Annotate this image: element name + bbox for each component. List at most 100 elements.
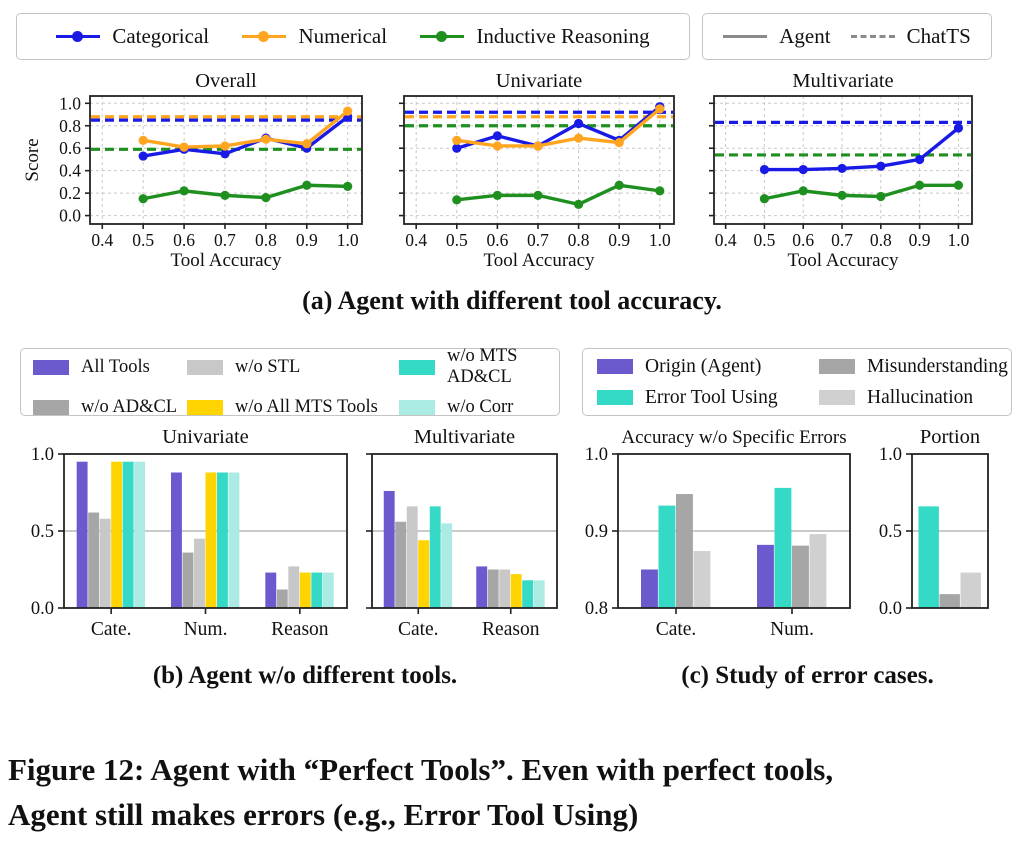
all-tools-swatch-icon <box>33 359 69 375</box>
bar-w/o Corr <box>322 572 334 608</box>
x-tick-label: 0.8 <box>870 230 892 250</box>
y-tick-label: 0.5 <box>879 522 902 542</box>
x-tick-label: 0.4 <box>91 230 113 250</box>
x-tick-label: 0.9 <box>608 230 630 250</box>
bar-w/o MTS AD&CL <box>522 580 534 608</box>
data-point <box>452 195 462 205</box>
bar-All Tools <box>265 572 277 608</box>
bar-Error Tool Using <box>774 487 792 608</box>
legend-tools: All Tools w/o STL w/o MTS AD&CL w/o AD&C… <box>20 346 560 418</box>
legend-item-misunderstanding: Misunderstanding <box>819 356 1008 378</box>
legend-label: ChatTS <box>906 24 971 48</box>
x-tick-label: 0.6 <box>792 230 814 250</box>
legend-label: All Tools <box>81 356 150 377</box>
y-tick-label: 0.0 <box>59 206 81 226</box>
x-tick-label: 0.9 <box>909 230 931 250</box>
legend-item-agent: Agent <box>723 24 831 49</box>
bar-w/o Corr <box>441 523 453 608</box>
caption-a: (a) Agent with different tool accuracy. <box>302 286 722 315</box>
data-point <box>220 149 230 159</box>
data-point <box>138 194 148 204</box>
y-tick-label: 0.9 <box>585 522 608 542</box>
bar-w/o MTS AD&CL <box>429 506 441 608</box>
legend-item-chatts: ChatTS <box>850 24 971 49</box>
solid-line-icon <box>723 35 768 38</box>
chart-title: Portion <box>920 426 980 448</box>
category-label: Reason <box>482 619 540 638</box>
bar-Error Tool Using <box>658 505 676 608</box>
chart-title: Multivariate <box>792 70 893 92</box>
multivariate-line-chart: 0.4 0.5 0.6 0.7 0.8 0.9 1.0 Multivariate Tool Ac… <box>702 70 992 275</box>
legend-errors: Origin (Agent) Misunderstanding Error To… <box>582 348 1012 416</box>
bar-Origin (Agent) <box>757 544 774 608</box>
category-label: Num. <box>184 619 228 638</box>
data-point <box>302 180 312 190</box>
bar-w/o STL <box>194 538 205 608</box>
x-tick-label: 0.4 <box>405 230 427 250</box>
legend-label: Error Tool Using <box>645 386 778 408</box>
data-point <box>138 151 148 161</box>
wo-all-mts-tools-swatch-icon <box>187 400 223 415</box>
bar-w/o STL <box>406 506 418 608</box>
legend-label: w/o All MTS Tools <box>235 397 378 417</box>
bar-All Tools <box>171 472 182 608</box>
data-point <box>138 135 148 145</box>
bar-All Tools <box>476 566 488 608</box>
univariate-bar-chart: Cate. Num. Reason 0.0 0.5 1.0 Univariate <box>12 424 352 643</box>
legend-label: Origin (Agent) <box>645 355 762 377</box>
category-label: Reason <box>271 619 329 638</box>
multivariate-line-svg: 0.4 0.5 0.6 0.7 0.8 0.9 1.0 Multivariate Tool Ac… <box>709 70 973 271</box>
legend-item-wo-all-mts-tools: w/o All MTS Tools <box>187 397 393 418</box>
data-point <box>655 186 665 196</box>
bar-Misunderstanding <box>676 494 693 608</box>
data-point <box>837 163 847 174</box>
bar-Misunderstanding <box>939 594 960 608</box>
chart-title: Accuracy w/o Specific Errors <box>621 427 846 448</box>
data-point <box>343 181 353 191</box>
portion-bars-svg: 0.0 0.5 1.0 Portion <box>879 426 989 619</box>
data-point <box>343 106 353 116</box>
legend-item-error-tool-using: Error Tool Using <box>597 387 813 409</box>
x-tick-label: 0.6 <box>486 230 508 250</box>
series-Inductive Reasoning <box>138 180 353 204</box>
plot-frame <box>713 95 973 225</box>
bar-All Tools <box>76 461 88 608</box>
bar-Hallucination <box>809 534 827 608</box>
error-tool-using-swatch-icon <box>597 390 633 405</box>
y-tick-label: 0.0 <box>31 599 54 619</box>
figure-caption-line2: Agent still makes errors (e.g., Error To… <box>8 796 639 832</box>
data-point <box>492 131 502 141</box>
bar-w/o All MTS Tools <box>510 574 522 608</box>
plot-frame <box>403 95 675 225</box>
data-point <box>261 134 271 144</box>
data-point <box>953 123 964 133</box>
category-label: Num. <box>770 619 814 638</box>
legend-item-wo-corr: w/o Corr <box>399 397 547 418</box>
data-point <box>953 180 964 190</box>
bar-w/o Corr <box>533 580 545 608</box>
bar-w/o All MTS Tools <box>299 572 311 608</box>
bar-charts-row: Cate. Num. Reason 0.0 0.5 1.0 Univariate Cate.… <box>0 424 1024 642</box>
data-point <box>179 186 189 196</box>
legend-label: Agent <box>779 24 831 48</box>
data-point <box>492 190 502 200</box>
legend-item-hallucination: Hallucination <box>819 387 1008 409</box>
origin-agent-swatch-icon <box>597 359 633 374</box>
series-Inductive Reasoning <box>759 180 964 204</box>
y-tick-label: 1.0 <box>879 445 902 465</box>
legend-label: Numerical <box>298 24 388 48</box>
x-axis-label: Tool Accuracy <box>483 250 595 270</box>
figure-caption-line1: Figure 12: Agent with “Perfect Tools”. E… <box>8 752 834 787</box>
data-point <box>915 180 925 190</box>
wo-mts-adcl-swatch-icon <box>399 359 435 375</box>
bar-w/o AD&CL <box>88 512 100 608</box>
y-axis-label: Score <box>24 138 43 181</box>
x-tick-label: 0.7 <box>831 230 853 250</box>
univariate-bars-svg: Cate. Num. Reason 0.0 0.5 1.0 Univariate <box>31 426 348 640</box>
overall-line-chart: 0.4 0.5 0.6 0.7 0.8 0.9 1.0 0.0 0.2 0.4 0.6 0.8 1.0 O… <box>22 70 374 275</box>
data-point <box>220 190 230 200</box>
univariate-line-chart: 0.4 0.5 0.6 0.7 0.8 0.9 1.0 Univariate Tool Accu… <box>386 70 686 275</box>
x-tick-label: 0.8 <box>568 230 590 250</box>
bar-w/o Corr <box>228 472 240 608</box>
